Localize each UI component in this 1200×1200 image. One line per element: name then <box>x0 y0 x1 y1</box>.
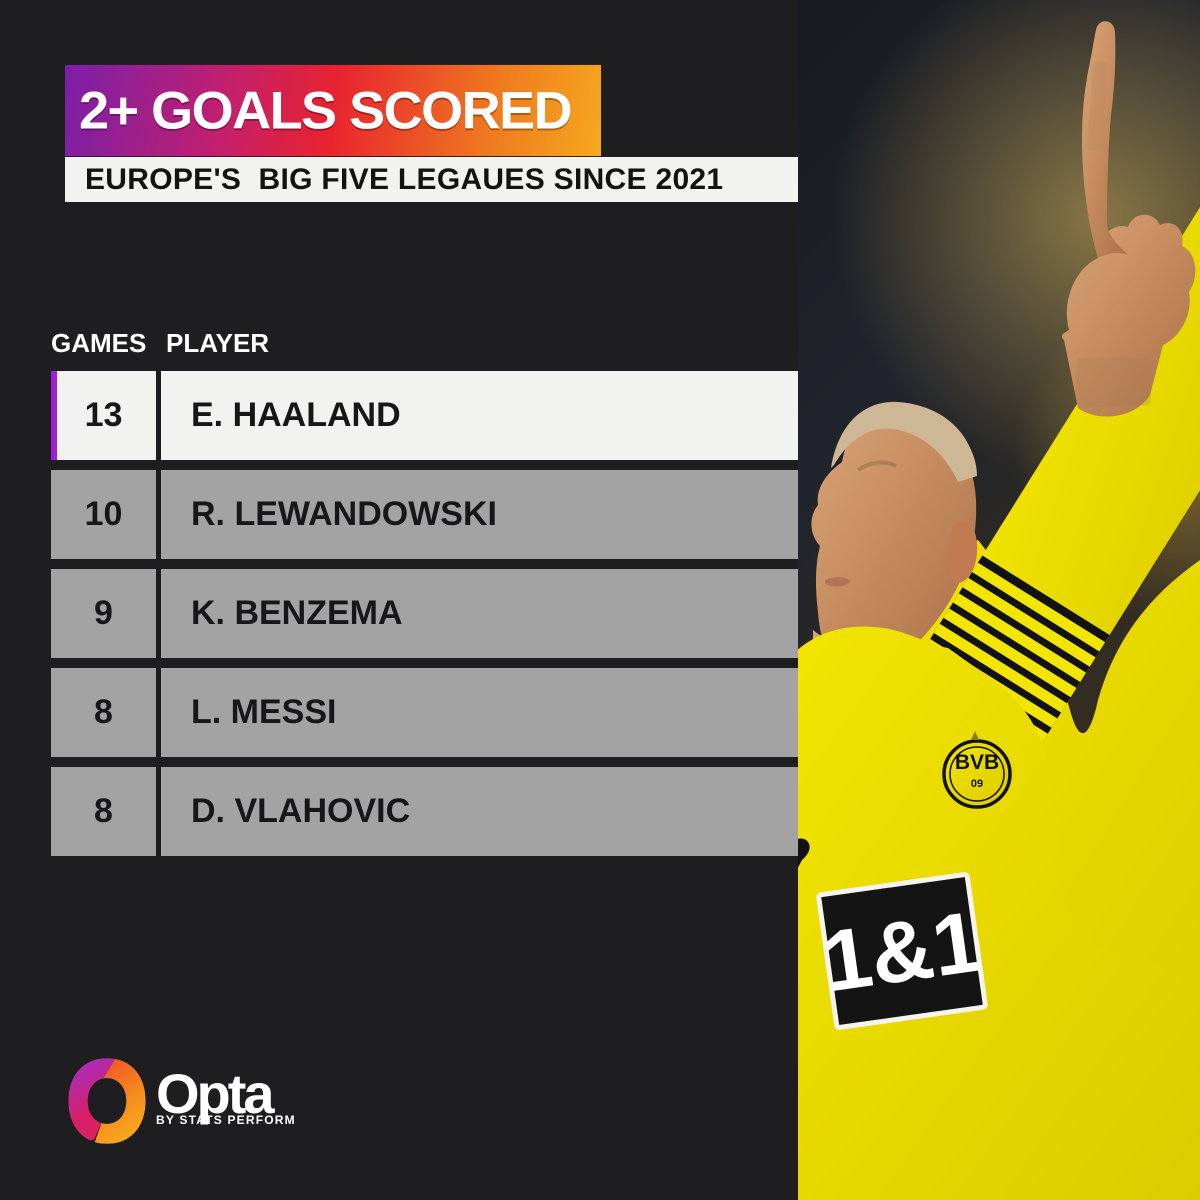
svg-text:09: 09 <box>971 778 983 790</box>
svg-text:BVB: BVB <box>955 751 999 774</box>
